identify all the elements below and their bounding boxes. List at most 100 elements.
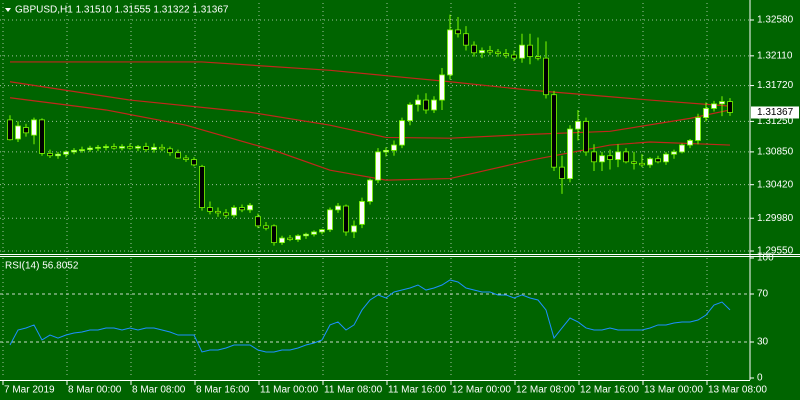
- candle-body: [591, 151, 597, 163]
- x-tick-label: 11 Mar 16:00: [388, 385, 447, 396]
- y-tick-label: 0: [757, 373, 763, 384]
- candle-body: [55, 153, 61, 157]
- candle-body: [679, 144, 685, 153]
- candle-body: [503, 53, 509, 56]
- candle-body: [543, 57, 549, 96]
- candle-body: [623, 151, 629, 163]
- x-tick-label: 7 Mar 2019: [4, 385, 55, 396]
- candle-body: [127, 146, 133, 149]
- candle-body: [175, 152, 181, 159]
- candle-body: [263, 225, 269, 229]
- candle-body: [535, 56, 541, 59]
- candle-body: [63, 151, 69, 155]
- candle-body: [567, 128, 573, 179]
- candle-body: [607, 155, 613, 160]
- candle-body: [695, 117, 701, 141]
- candle-body: [295, 235, 301, 240]
- candle-body: [447, 29, 453, 76]
- candle-body: [119, 146, 125, 149]
- candle-body: [231, 207, 237, 216]
- candle-body: [391, 144, 397, 151]
- moving-average: [9, 97, 731, 181]
- candle-body: [183, 157, 189, 160]
- candle-body: [487, 50, 493, 53]
- last-price-tag: [751, 106, 799, 119]
- candle-body: [39, 119, 45, 154]
- candle-body: [719, 101, 725, 105]
- candle-body: [71, 149, 77, 153]
- y-tick-label: 1.30420: [757, 179, 794, 190]
- candle-body: [223, 212, 229, 216]
- y-tick-label: 100: [757, 253, 774, 264]
- candle-body: [511, 54, 517, 59]
- candle-body: [23, 127, 29, 134]
- candle-body: [15, 125, 21, 140]
- y-tick-label: 1.32110: [757, 50, 793, 61]
- candle-body: [367, 179, 373, 202]
- candle-body: [479, 50, 485, 54]
- rsi-line: [9, 279, 731, 353]
- candle-body: [559, 166, 565, 179]
- candle-body: [463, 33, 469, 46]
- candle-body: [31, 119, 37, 136]
- candle-body: [471, 44, 477, 54]
- candle-body: [343, 205, 349, 233]
- candle-body: [399, 120, 405, 146]
- candle-body: [431, 99, 437, 111]
- x-tick-label: 8 Mar 08:00: [132, 385, 186, 396]
- candle-body: [143, 146, 149, 151]
- x-tick-label: 12 Mar 08:00: [516, 385, 575, 396]
- candle-body: [111, 146, 117, 149]
- candle-body: [79, 149, 85, 152]
- candle-body: [551, 94, 557, 168]
- candle-body: [335, 205, 341, 211]
- candle-body: [327, 209, 333, 231]
- candle-body: [639, 162, 645, 166]
- candle-body: [711, 103, 717, 109]
- candle-body: [199, 165, 205, 208]
- candle-body: [311, 231, 317, 235]
- indicator-title: RSI(14) 56.8052: [5, 261, 79, 272]
- y-tick-label: 30: [757, 337, 769, 348]
- candle-body: [47, 153, 53, 157]
- y-tick-label: 1.29550: [757, 246, 794, 257]
- candle-body: [255, 216, 261, 227]
- candle-body: [191, 159, 197, 166]
- x-tick-label: 13 Mar 08:00: [708, 385, 767, 396]
- menu-icon: [5, 8, 11, 12]
- x-tick-label: 11 Mar 00:00: [260, 385, 319, 396]
- candle-body: [239, 207, 245, 211]
- candle-body: [279, 237, 285, 244]
- plot: [7, 14, 733, 353]
- y-tick-label: 1.30850: [757, 147, 794, 158]
- candle-body: [319, 229, 325, 233]
- candle-body: [663, 153, 669, 163]
- candle-body: [167, 148, 173, 154]
- y-tick-label: 1.32580: [757, 15, 794, 26]
- candle-body: [703, 108, 709, 118]
- moving-average: [9, 81, 731, 139]
- candle-body: [7, 119, 13, 141]
- x-tick-label: 8 Mar 00:00: [68, 385, 122, 396]
- candle-body: [423, 99, 429, 111]
- candle-body: [215, 210, 221, 214]
- candle-body: [351, 225, 357, 233]
- x-tick-label: 12 Mar 16:00: [580, 385, 639, 396]
- y-tick-label: 1.29980: [757, 213, 794, 224]
- candle-body: [303, 233, 309, 237]
- candle-body: [647, 158, 653, 166]
- candle-body: [271, 225, 277, 244]
- candle-body: [575, 121, 581, 130]
- candle-body: [135, 146, 141, 149]
- candle-body: [455, 29, 461, 35]
- candle-body: [103, 146, 109, 148]
- candle-body: [95, 146, 101, 149]
- candle-body: [527, 44, 533, 57]
- candle-body: [655, 158, 661, 163]
- y-tick-label: 1.31720: [757, 80, 794, 91]
- candle-body: [687, 140, 693, 146]
- last-price-label: 1.31367: [757, 107, 794, 118]
- candle-body: [415, 99, 421, 106]
